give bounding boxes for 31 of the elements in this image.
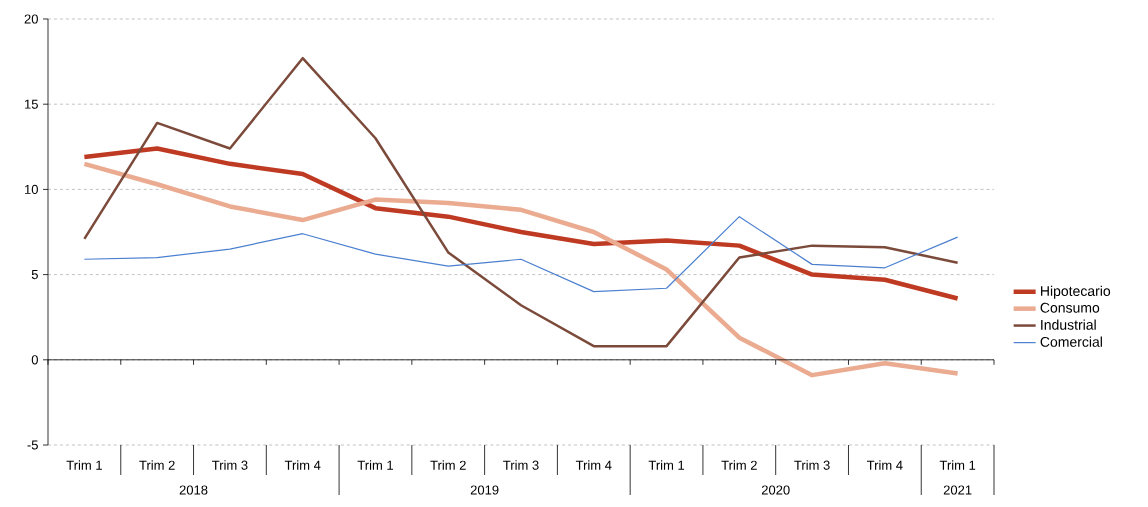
legend-label: Hipotecario bbox=[1041, 285, 1111, 299]
x-tick-label: Trim 4 bbox=[866, 460, 903, 470]
line-series bbox=[83, 56, 959, 348]
x-tick-label: Trim 3 bbox=[794, 460, 830, 470]
line-series bbox=[82, 146, 960, 301]
x-tick-label: Trim 1 bbox=[939, 460, 976, 470]
y-tick-label: 15 bbox=[24, 99, 38, 109]
x-tick-label: Trim 4 bbox=[284, 460, 321, 470]
line-series bbox=[82, 161, 960, 378]
y-tick-label: -5 bbox=[27, 440, 38, 450]
text: 2020 bbox=[761, 485, 790, 495]
line-series bbox=[83, 216, 959, 293]
y-tick-label: 10 bbox=[24, 184, 38, 194]
y-tick-label: 20 bbox=[24, 14, 38, 24]
legend-label: Industrial bbox=[1041, 319, 1096, 330]
x-tick-label: Trim 1 bbox=[357, 460, 393, 470]
x-tick-label: Trim 2 bbox=[721, 460, 757, 470]
x-tick-label: Trim 3 bbox=[503, 460, 539, 470]
legend-label: Consumo bbox=[1040, 302, 1100, 313]
x-tick-label: Trim 1 bbox=[648, 460, 685, 470]
text: 2018 bbox=[179, 485, 208, 495]
text: 2019 bbox=[470, 485, 499, 495]
x-tick-label: Trim 2 bbox=[430, 460, 466, 470]
legend-label: Comercial bbox=[1040, 336, 1102, 347]
x-tick-label: Trim 2 bbox=[139, 460, 175, 470]
y-tick-label: 5 bbox=[31, 270, 38, 280]
text: 2021 bbox=[943, 485, 972, 495]
y-tick-label: 0 bbox=[31, 355, 38, 365]
x-tick-label: Trim 4 bbox=[575, 460, 612, 470]
x-tick-label: Trim 3 bbox=[212, 460, 248, 470]
x-tick-label: Trim 1 bbox=[66, 460, 102, 470]
